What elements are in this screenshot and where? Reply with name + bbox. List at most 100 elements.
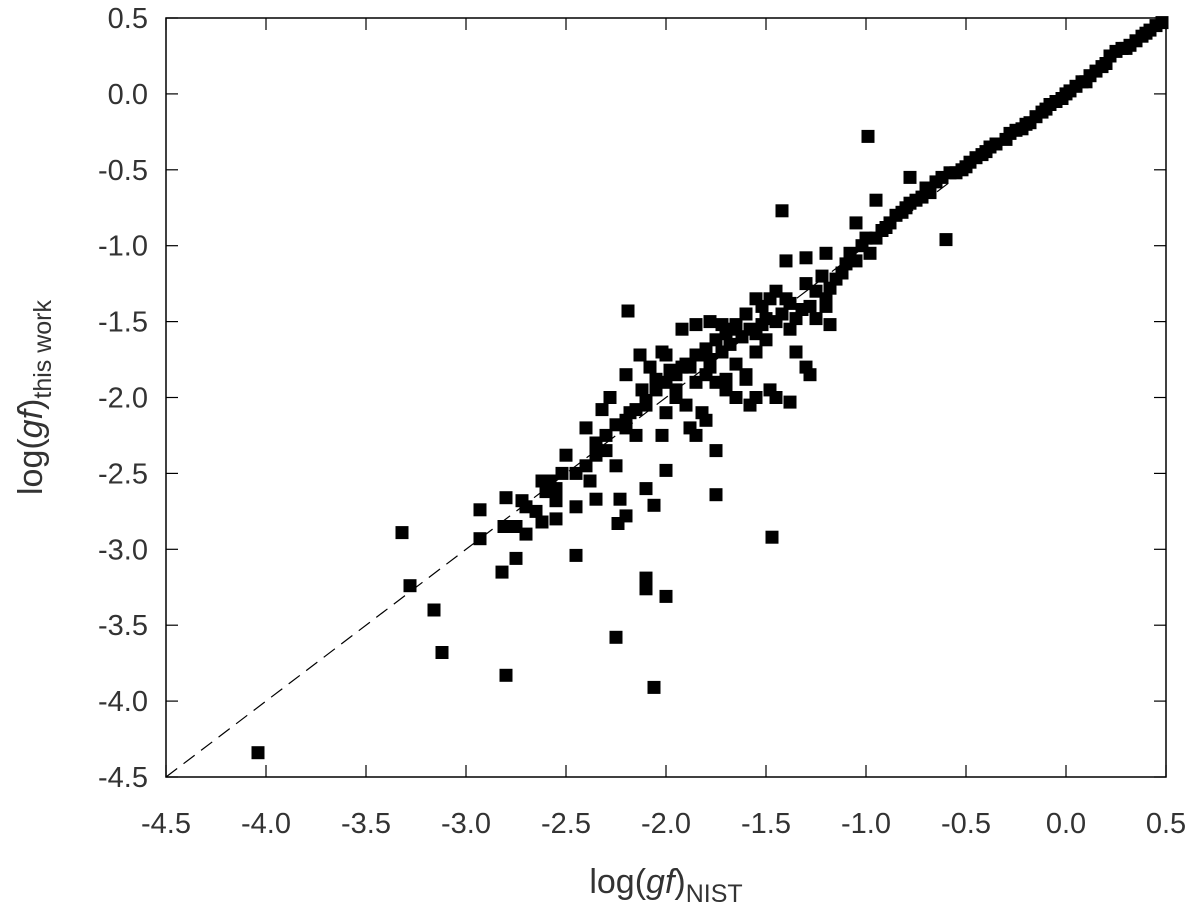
data-point [639, 394, 653, 407]
data-point [655, 428, 669, 442]
y-tick-label: -1.0 [98, 231, 148, 263]
data-point [709, 375, 723, 389]
data-point [939, 233, 953, 247]
data-point [775, 307, 789, 321]
data-point [589, 436, 603, 450]
data-point [739, 307, 753, 321]
data-point [699, 413, 713, 427]
data-point [815, 269, 829, 283]
data-point [509, 551, 523, 565]
y-axis-title-italic: gf [12, 406, 50, 438]
x-tick-label: -1.0 [841, 808, 891, 840]
data-point [403, 579, 417, 593]
y-axis-title-suffix: ) [12, 399, 50, 410]
x-tick-label: 0.5 [1146, 808, 1186, 840]
data-point [683, 360, 697, 374]
data-point [519, 500, 533, 514]
data-point [499, 491, 513, 505]
data-point [495, 565, 509, 579]
data-point [659, 406, 673, 420]
data-point [649, 383, 663, 397]
data-point [775, 204, 789, 218]
data-point [749, 327, 763, 341]
data-point [629, 428, 643, 442]
y-axis-title: log(gf)this work [12, 299, 57, 495]
data-point [629, 403, 643, 417]
data-point [759, 312, 773, 326]
y-tick-label: -4.5 [98, 762, 148, 794]
x-axis-title: log(gf)NIST [589, 863, 742, 908]
data-point [619, 413, 633, 427]
data-point [679, 398, 693, 412]
x-axis-title-prefix: log( [589, 863, 646, 901]
data-point [755, 299, 769, 313]
x-tick-label: -0.5 [941, 808, 991, 840]
data-point [473, 503, 487, 517]
data-point [989, 137, 1003, 151]
reference-line-group [165, 17, 1167, 778]
data-point [719, 372, 733, 386]
data-point [497, 520, 511, 533]
data-point [703, 315, 717, 329]
data-point [903, 170, 917, 184]
data-point [589, 492, 603, 506]
data-point [639, 571, 653, 585]
x-tick-label: -1.5 [741, 808, 791, 840]
y-tick-label: 0.0 [108, 79, 148, 111]
data-point [559, 448, 573, 462]
x-axis-title-subscript: NIST [686, 880, 743, 908]
y-tick-label: -1.5 [98, 307, 148, 339]
data-markers [251, 16, 1169, 760]
data-point [769, 391, 783, 404]
data-point [849, 254, 863, 268]
data-point [549, 512, 563, 526]
data-point [609, 459, 623, 473]
data-point [809, 284, 823, 298]
data-point [619, 509, 633, 523]
data-point [669, 391, 683, 404]
data-point [675, 322, 689, 336]
y-axis-title-subscript: this work [29, 299, 57, 398]
data-point [729, 357, 743, 371]
data-point [613, 492, 627, 506]
x-axis-ticks: -4.5 -4.0 -3.5 -3.0 -2.5 -2.0 -1.5 -1.0 -0.5 0.0 0… [141, 18, 1186, 840]
data-point [647, 680, 661, 694]
data-point [643, 360, 657, 374]
data-point [427, 603, 441, 617]
data-point [839, 257, 853, 271]
data-point [869, 193, 883, 207]
data-point [519, 527, 533, 541]
data-point [435, 646, 449, 659]
data-point [709, 333, 723, 347]
data-point [569, 548, 583, 562]
data-point [709, 488, 723, 502]
data-point [619, 368, 633, 382]
data-point [689, 375, 703, 389]
data-point [749, 345, 763, 359]
data-point [861, 129, 875, 143]
data-point [803, 299, 817, 313]
data-point [735, 330, 749, 344]
data-point [579, 421, 593, 435]
data-point [251, 746, 265, 760]
data-point [743, 398, 757, 412]
data-point [633, 348, 647, 362]
data-point [799, 251, 813, 265]
data-point [639, 482, 653, 496]
x-tick-label: 0.0 [1046, 808, 1086, 840]
y-tick-label: -3.5 [98, 610, 148, 642]
y-tick-label: -3.0 [98, 534, 148, 566]
data-point [599, 444, 613, 458]
data-point [689, 318, 703, 332]
data-point [603, 391, 617, 404]
data-point [609, 418, 623, 432]
data-point [549, 482, 563, 496]
data-point [783, 322, 797, 336]
data-point [765, 530, 779, 544]
data-point [669, 368, 683, 382]
data-point [819, 246, 833, 260]
data-point [729, 391, 743, 404]
x-tick-label: -2.5 [541, 808, 591, 840]
data-point [555, 466, 569, 480]
